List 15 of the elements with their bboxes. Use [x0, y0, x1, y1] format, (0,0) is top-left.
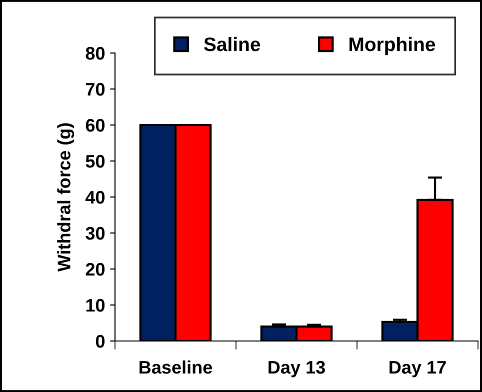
y-tick-label: 60: [86, 118, 105, 132]
x-tick-label: Day 13: [268, 360, 325, 378]
y-axis-title: Withdral force (g): [57, 123, 74, 272]
x-tick-label: Baseline: [140, 360, 212, 374]
y-tick-label: 40: [85, 190, 105, 204]
y-tick-label: 50: [86, 154, 105, 168]
y-tick-label: 80: [86, 46, 105, 60]
x-tick-label: Day 17: [390, 361, 446, 378]
y-tick-label: 20: [86, 262, 105, 276]
legend-label: Morphine: [350, 36, 436, 56]
y-tick-label: 30: [86, 226, 105, 240]
y-tick-label: 0: [96, 334, 105, 348]
y-tick-label: 70: [86, 82, 105, 96]
y-tick-label: 10: [86, 298, 105, 312]
legend-label: Saline: [204, 36, 260, 52]
